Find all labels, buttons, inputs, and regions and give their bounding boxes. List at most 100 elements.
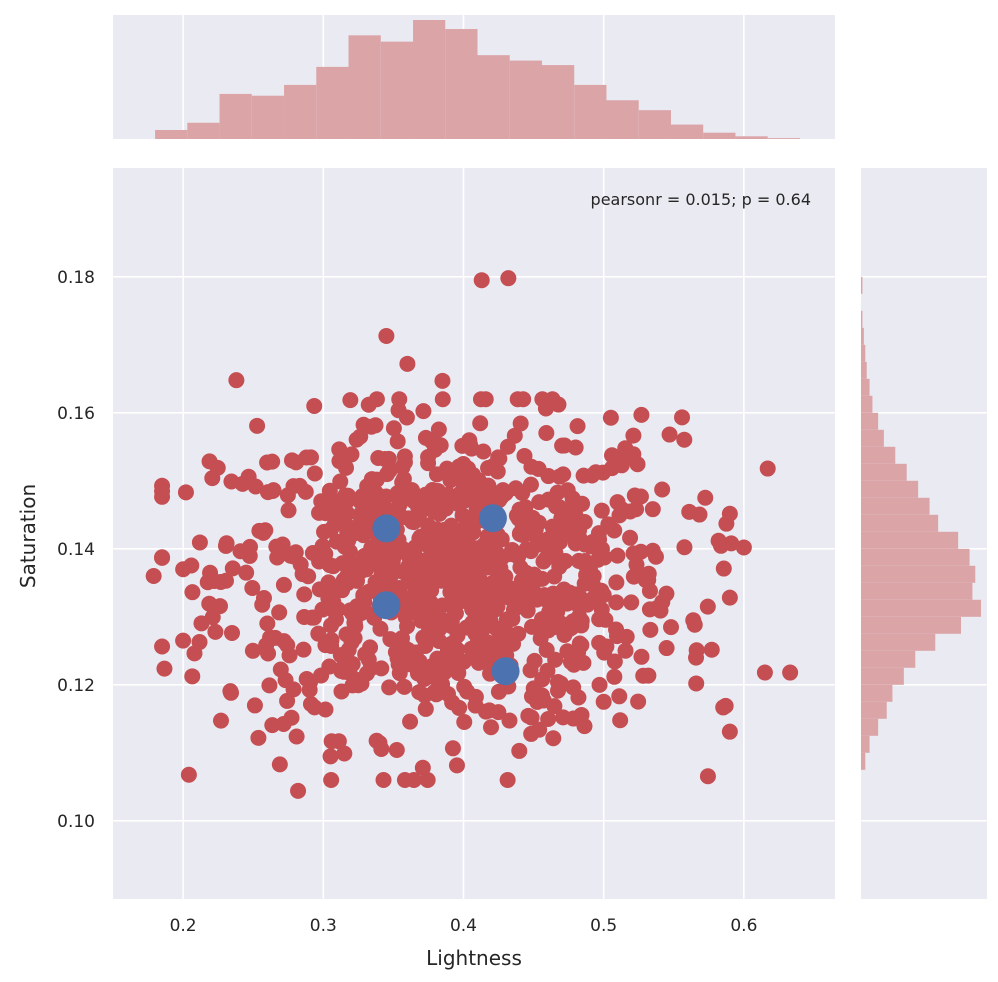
scatter-point — [499, 772, 516, 788]
scatter-point — [652, 602, 669, 619]
scatter-point — [380, 450, 397, 467]
scatter-point — [177, 484, 194, 501]
scatter-point — [562, 653, 579, 670]
scatter-point — [462, 436, 479, 453]
right-hist-bar — [861, 497, 930, 515]
scatter-point — [402, 713, 419, 730]
scatter-point — [360, 546, 377, 563]
top-hist-bar — [380, 41, 414, 139]
top-hist-bar — [541, 65, 575, 139]
top-hist-bar — [735, 136, 768, 139]
scatter-point — [285, 681, 302, 698]
scatter-point — [334, 511, 351, 528]
scatter-point — [275, 576, 292, 593]
scatter-point — [480, 477, 497, 494]
scatter-point — [688, 649, 705, 666]
scatter-point — [434, 391, 451, 408]
scatter-point — [556, 584, 573, 601]
scatter-point — [547, 545, 564, 562]
top-hist-bar — [670, 124, 704, 139]
scatter-point — [288, 728, 305, 745]
scatter-point — [145, 568, 162, 584]
scatter-point — [259, 454, 276, 471]
scatter-point — [617, 642, 634, 659]
right-hist-bar — [861, 752, 866, 770]
scatter-point — [609, 547, 626, 564]
highlighted-points — [372, 504, 520, 686]
top-hist-bar — [638, 110, 671, 139]
right-hist-bar — [861, 378, 870, 396]
scatter-point — [676, 539, 693, 556]
scatter-point — [438, 460, 455, 477]
scatter-point — [389, 433, 406, 450]
scatter-point — [593, 502, 610, 519]
scatter-point — [593, 582, 610, 599]
scatter-point — [494, 588, 511, 605]
scatter-point — [525, 680, 542, 697]
x-tick-label: 0.6 — [730, 916, 757, 936]
scatter-point — [485, 457, 502, 474]
scatter-point — [316, 523, 333, 540]
right-hist-bar — [861, 429, 884, 447]
scatter-point — [298, 449, 315, 466]
scatter-point — [336, 745, 353, 762]
scatter-point — [186, 645, 203, 662]
scatter-point — [630, 693, 647, 710]
scatter-point — [699, 768, 716, 785]
y-tick-label: 0.18 — [57, 268, 95, 288]
scatter-point — [381, 679, 398, 696]
scatter-point — [154, 549, 171, 566]
highlight-point — [478, 504, 507, 533]
scatter-point — [331, 441, 348, 458]
highlight-point — [491, 657, 520, 686]
right-hist-bar — [861, 616, 961, 634]
y-tick-label: 0.12 — [57, 676, 95, 696]
scatter-point — [244, 642, 261, 659]
y-tick-label: 0.14 — [57, 540, 95, 560]
highlight-point — [372, 591, 401, 620]
scatter-point — [537, 400, 554, 417]
highlight-point — [372, 514, 401, 543]
scatter-point — [324, 601, 341, 618]
scatter-point — [590, 551, 607, 568]
scatter-point — [259, 484, 276, 501]
scatter-point — [247, 478, 264, 495]
x-tick-label: 0.2 — [170, 916, 197, 936]
scatter-point — [191, 534, 208, 551]
scatter-point — [782, 664, 799, 681]
scatter-point — [331, 453, 348, 470]
scatter-point — [360, 396, 377, 413]
scatter-point — [481, 702, 498, 719]
scatter-point — [363, 418, 380, 435]
scatter-point — [259, 615, 276, 632]
scatter-point — [444, 740, 461, 757]
scatter-point — [474, 548, 491, 565]
scatter-point — [395, 563, 412, 580]
scatter-point — [483, 719, 500, 736]
scatter-point — [501, 712, 518, 729]
scatter-point — [477, 391, 494, 408]
scatter-point — [193, 615, 210, 632]
scatter-point — [454, 488, 471, 505]
scatter-point — [292, 556, 309, 573]
scatter-point — [429, 650, 446, 667]
scatter-point — [388, 741, 405, 758]
scatter-point — [524, 509, 541, 526]
scatter-point — [175, 632, 192, 649]
scatter-point — [385, 420, 402, 437]
scatter-point — [297, 483, 314, 500]
scatter-point — [424, 563, 441, 580]
scatter-point — [184, 584, 201, 601]
scatter-point — [699, 598, 716, 615]
scatter-point — [735, 539, 752, 556]
scatter-point — [417, 700, 434, 717]
scatter-point — [464, 601, 481, 618]
scatter-point — [444, 694, 461, 711]
scatter-point — [296, 586, 313, 603]
scatter-point — [217, 572, 234, 589]
scatter-point — [595, 693, 612, 710]
scatter-point — [538, 425, 555, 442]
scatter-point — [497, 485, 514, 502]
scatter-point — [351, 672, 368, 689]
scatter-point — [323, 772, 340, 788]
